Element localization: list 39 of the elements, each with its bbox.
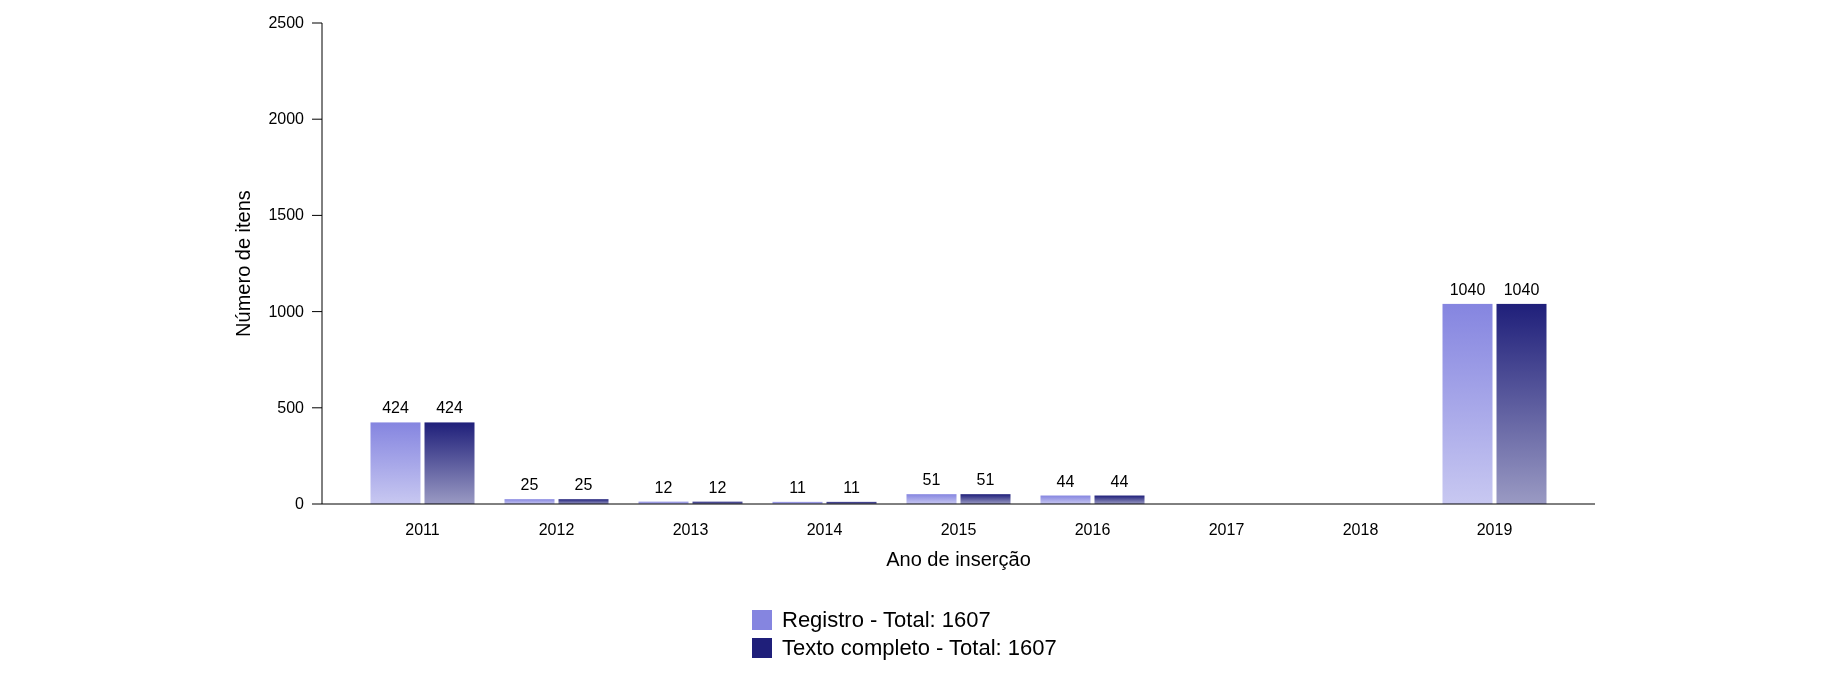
x-tick-label: 2015 [940, 521, 977, 538]
data-label: 44 [1110, 472, 1129, 490]
data-label: 12 [654, 478, 673, 496]
legend-label: Texto completo - Total: 1607 [782, 635, 1057, 660]
x-tick-label: 2011 [405, 521, 440, 538]
bar [370, 422, 421, 504]
data-label: 25 [520, 476, 539, 494]
bar [960, 494, 1011, 504]
data-label: 25 [574, 476, 593, 494]
x-tick-label: 2017 [1208, 521, 1245, 538]
x-tick-label: 2014 [806, 521, 843, 538]
data-label: 1040 [1449, 280, 1486, 298]
data-label: 44 [1056, 472, 1075, 490]
y-tick-label: 0 [295, 495, 305, 512]
y-tick-label: 2500 [268, 14, 305, 31]
data-label: 424 [436, 399, 463, 417]
bar [424, 422, 475, 504]
y-axis-title: Número de itens [232, 190, 254, 337]
legend-label: Registro - Total: 1607 [782, 607, 991, 632]
data-label: 1040 [1503, 280, 1540, 298]
data-label: 51 [922, 471, 941, 489]
x-tick-label: 2012 [538, 521, 575, 538]
bar [906, 494, 957, 504]
y-tick-label: 2000 [268, 110, 305, 128]
data-label: 51 [976, 471, 995, 489]
data-label: 11 [789, 478, 806, 496]
y-tick-label: 1500 [268, 206, 305, 224]
data-label: 424 [382, 399, 409, 417]
y-tick-label: 1000 [268, 302, 305, 320]
x-tick-label: 2016 [1074, 521, 1111, 538]
data-label: 11 [843, 478, 860, 496]
x-tick-label: 2013 [672, 521, 709, 538]
y-tick-label: 500 [277, 398, 305, 416]
bar [1442, 303, 1493, 504]
data-label: 12 [708, 478, 727, 496]
x-tick-label: 2018 [1342, 521, 1379, 538]
x-axis-title: Ano de inserção [886, 548, 1031, 570]
x-tick-label: 2019 [1476, 521, 1513, 538]
bar [1496, 303, 1547, 504]
